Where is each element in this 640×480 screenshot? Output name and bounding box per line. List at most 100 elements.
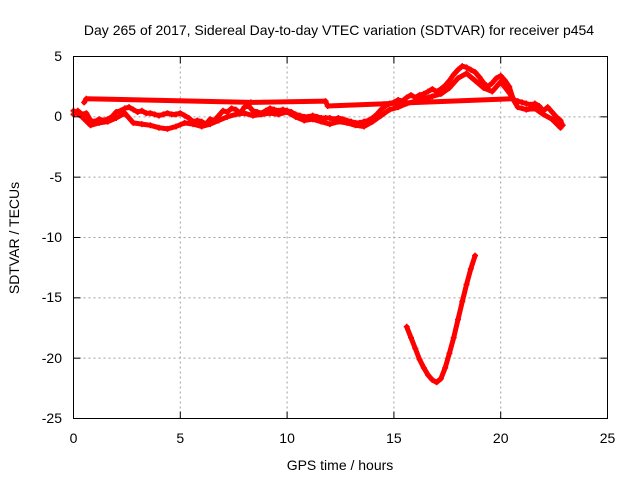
x-tick-label: 0 (70, 430, 78, 446)
data-point (360, 123, 367, 130)
grid-lines (73, 56, 608, 419)
data-point (104, 118, 111, 125)
data-point (181, 112, 188, 119)
data-point (207, 121, 214, 128)
data-point (472, 77, 479, 84)
data-point (335, 118, 342, 125)
y-tick-label: -25 (42, 410, 62, 426)
data-point (442, 364, 449, 371)
data-point (198, 123, 205, 130)
data-point (228, 105, 235, 112)
data-point (540, 111, 547, 118)
data-layer (70, 63, 566, 386)
y-tick-label: 0 (54, 108, 62, 124)
data-point (433, 379, 440, 386)
data-point (557, 124, 564, 131)
data-point (493, 75, 500, 82)
data-point (429, 376, 436, 383)
data-point (425, 372, 432, 379)
data-point (326, 115, 333, 122)
data-point (531, 105, 538, 112)
data-point (155, 112, 162, 119)
data-point (467, 66, 474, 73)
data-point (318, 118, 325, 125)
data-point (241, 110, 248, 117)
y-tick-label: -10 (42, 229, 62, 245)
data-point (147, 110, 154, 117)
data-point (476, 74, 483, 81)
data-point (155, 124, 162, 131)
data-point (138, 107, 145, 114)
data-point (326, 121, 333, 128)
data-point (403, 323, 410, 330)
data-point (113, 109, 120, 116)
data-point (194, 117, 201, 124)
data-point (497, 78, 504, 85)
data-point (446, 350, 453, 357)
data-point (429, 86, 436, 93)
data-point (292, 113, 299, 120)
data-point (121, 110, 128, 117)
y-tick-label: -20 (42, 350, 62, 366)
data-point (548, 116, 555, 123)
data-point (437, 375, 444, 382)
data-point (416, 356, 423, 363)
data-point (249, 112, 256, 119)
data-point (130, 106, 137, 113)
data-point (173, 111, 180, 118)
data-point (450, 71, 457, 78)
data-point (151, 111, 158, 118)
data-series (403, 252, 479, 386)
chart-title: Day 265 of 2017, Sidereal Day-to-day VTE… (84, 22, 594, 38)
data-point (459, 63, 466, 70)
data-point (450, 334, 457, 341)
data-point (181, 119, 188, 126)
data-point (215, 117, 222, 124)
x-tick-label: 25 (600, 430, 616, 446)
data-point (96, 119, 103, 126)
data-point (501, 77, 508, 84)
data-point (407, 92, 414, 99)
data-point (324, 102, 331, 109)
data-point (544, 104, 551, 111)
data-point (472, 69, 479, 76)
data-point (519, 99, 526, 106)
data-point (416, 92, 423, 99)
data-point (322, 98, 329, 105)
data-point (463, 70, 470, 77)
data-point (258, 111, 265, 118)
data-point (284, 109, 291, 116)
data-point (514, 104, 521, 111)
data-point (220, 107, 227, 114)
data-point (164, 125, 171, 132)
data-point (164, 110, 171, 117)
data-series (70, 70, 564, 132)
data-point (147, 122, 154, 129)
data-point (138, 121, 145, 128)
y-tick-label: -5 (50, 169, 63, 185)
x-tick-label: 15 (386, 430, 402, 446)
plot-frame (73, 56, 608, 419)
data-point (126, 104, 133, 111)
data-point (352, 122, 359, 129)
data-point (87, 122, 94, 129)
data-point (232, 111, 239, 118)
data-point (489, 80, 496, 87)
data-point (463, 64, 470, 71)
data-point (130, 119, 137, 126)
data-point (454, 75, 461, 82)
x-tick-label: 10 (279, 430, 295, 446)
data-point (454, 66, 461, 73)
data-point (429, 93, 436, 100)
data-point (437, 90, 444, 97)
data-point (81, 99, 88, 106)
data-point (247, 99, 254, 106)
data-point (309, 116, 316, 123)
data-point (467, 265, 474, 272)
data-point (301, 117, 308, 124)
data-point (446, 84, 453, 91)
data-point (523, 106, 530, 113)
data-point (403, 94, 410, 101)
data-point (553, 113, 560, 120)
